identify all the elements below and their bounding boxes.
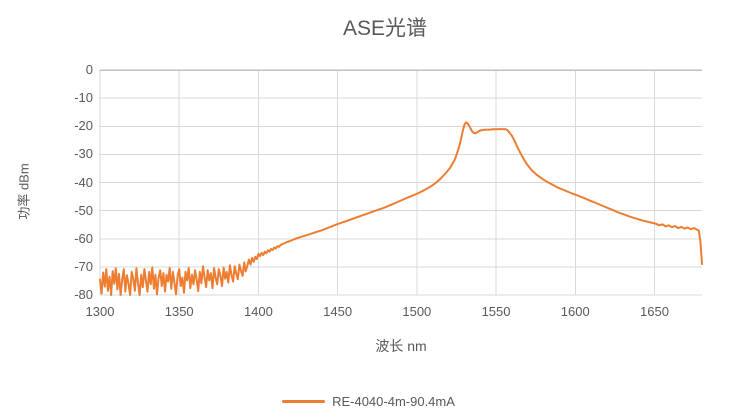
x-tick-label: 1550 [481, 304, 511, 319]
x-tick-label: 1300 [85, 304, 115, 319]
x-tick-label: 1400 [243, 304, 273, 319]
x-tick-label: 1600 [560, 304, 590, 319]
x-axis-title: 波长 nm [375, 338, 427, 354]
legend-line-swatch [282, 400, 326, 403]
legend: RE-4040-4m-90.4mA [0, 394, 737, 409]
x-tick-label: 1350 [164, 304, 194, 319]
y-tick-label: -20 [74, 118, 93, 134]
y-tick-label: -40 [74, 174, 93, 190]
y-tick-label: -60 [74, 230, 93, 246]
x-tick-label: 1450 [323, 304, 353, 319]
y-tick-label: -30 [74, 146, 93, 162]
x-tick-label: 1500 [402, 304, 432, 319]
y-tick-label: 0 [85, 62, 93, 77]
chart-title: ASE光谱 [342, 17, 428, 40]
y-tick-label: -50 [74, 202, 93, 218]
y-tick-label: -10 [74, 90, 93, 106]
legend-label: RE-4040-4m-90.4mA [332, 394, 455, 409]
y-tick-label: -70 [74, 258, 93, 274]
y-tick-label: -80 [74, 287, 93, 302]
x-tick-label: 1650 [640, 304, 669, 319]
ase-curve [99, 121, 703, 296]
